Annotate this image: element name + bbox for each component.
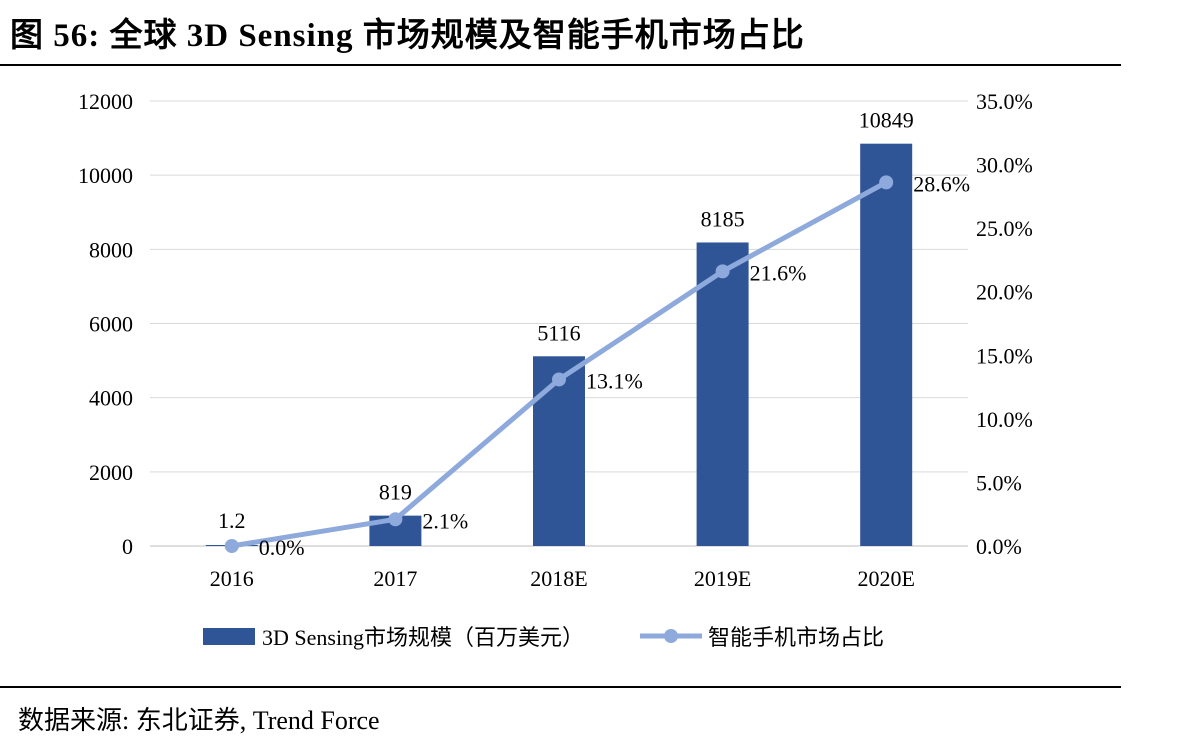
right-tick-label: 15.0% [976,343,1033,368]
title-rule [0,64,1121,66]
legend: 3D Sensing市场规模（百万美元） 智能手机市场占比 [203,625,884,650]
source-rule [0,686,1121,688]
bar-value-label: 5116 [537,320,580,345]
left-tick-label: 0 [122,534,133,559]
share-value-label: 28.6% [913,171,970,196]
bar-value-label: 819 [379,480,412,505]
gridlines [150,100,968,547]
share-point-2016 [224,539,239,553]
category-label: 2016 [210,566,254,591]
right-tick-label: 0.0% [976,534,1022,559]
legend-line-marker [664,629,678,643]
left-tick-label: 12000 [78,89,133,114]
legend-line-label: 智能手机市场占比 [708,625,884,650]
legend-bar-label: 3D Sensing市场规模（百万美元） [262,625,584,650]
right-axis-ticks: 0.0% 5.0% 10.0% 15.0% 20.0% 25.0% 30.0% 35.0% [976,89,1033,559]
bar-value-label: 1.2 [218,508,246,533]
category-label: 2020E [857,566,914,591]
share-value-label: 2.1% [422,508,468,533]
share-value-label: 13.1% [586,368,643,393]
share-point-2018E [552,372,566,387]
source-note: 数据来源: 东北证券, Trend Force [18,706,380,735]
x-axis-categories: 2016 2017 2018E 2019E 2020E [210,566,915,591]
bar-2018E [533,356,585,546]
right-tick-label: 25.0% [976,216,1033,241]
share-point-2017 [388,512,403,527]
bar-value-label: 10849 [859,108,914,133]
left-tick-label: 2000 [89,460,133,485]
left-tick-label: 8000 [89,237,133,262]
right-tick-label: 5.0% [976,470,1022,495]
bar-series: 1.2 819 5116 8185 10849 [205,108,914,547]
category-label: 2018E [530,566,587,591]
share-point-2020E [879,175,894,190]
category-label: 2017 [373,566,417,591]
share-value-label: 21.6% [750,260,807,285]
right-tick-label: 35.0% [976,89,1033,114]
line-series: 0.0% 2.1% 13.1% 21.6% 28.6% [224,171,970,560]
share-value-label: 0.0% [259,535,305,560]
bar-2020E [860,143,913,546]
right-tick-label: 20.0% [976,280,1033,305]
left-tick-label: 6000 [89,312,133,337]
left-tick-label: 4000 [89,386,133,411]
bar-2019E [696,242,749,547]
right-tick-label: 30.0% [976,153,1033,178]
legend-bar-swatch [203,628,255,645]
left-tick-label: 10000 [78,163,133,188]
bar-value-label: 8185 [701,206,745,231]
figure-title: 图 56: 全球 3D Sensing 市场规模及智能手机市场占比 [10,18,805,54]
right-tick-label: 10.0% [976,407,1033,432]
share-point-2019E [715,264,730,279]
left-axis-ticks: 0 2000 4000 6000 8000 10000 12000 [78,89,133,559]
category-label: 2019E [694,566,751,591]
